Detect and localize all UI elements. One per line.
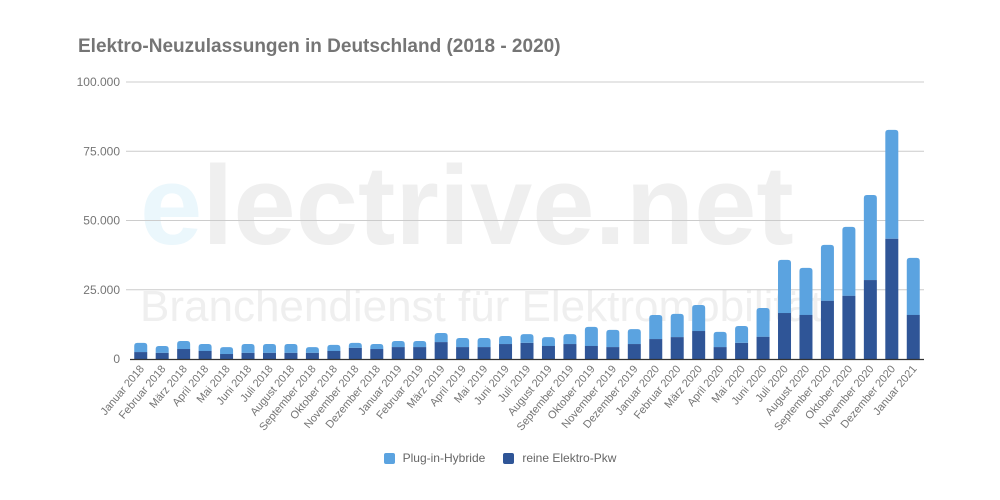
bar-plug-in-hybride — [155, 345, 169, 353]
bar-reine-elektro-pkw — [305, 352, 319, 359]
watermark-logo: electrive.net — [140, 150, 794, 262]
bar-reine-elektro-pkw — [778, 313, 792, 359]
bar-reine-elektro-pkw — [692, 331, 706, 359]
bar-reine-elektro-pkw — [520, 342, 534, 359]
watermark-logo-first-letter: e — [140, 143, 203, 268]
bar-reine-elektro-pkw — [584, 345, 598, 359]
bar-plug-in-hybride — [863, 195, 877, 281]
bar-plug-in-hybride — [906, 257, 920, 315]
bar-reine-elektro-pkw — [434, 342, 448, 359]
bar-reine-elektro-pkw — [735, 342, 749, 359]
bar-reine-elektro-pkw — [670, 337, 684, 359]
bar-plug-in-hybride — [541, 337, 555, 346]
bar-plug-in-hybride — [713, 331, 727, 348]
bar-plug-in-hybride — [434, 332, 448, 343]
bar-plug-in-hybride — [477, 337, 491, 348]
legend: Plug-in-Hybride reine Elektro-Pkw — [0, 451, 1000, 465]
bar-reine-elektro-pkw — [906, 314, 920, 359]
bar-reine-elektro-pkw — [713, 347, 727, 359]
bar-plug-in-hybride — [413, 340, 427, 348]
bar-reine-elektro-pkw — [541, 345, 555, 359]
bar-plug-in-hybride — [456, 337, 470, 348]
watermark-tagline: Branchendienst für Elektromobilität — [140, 282, 823, 331]
bar-plug-in-hybride — [799, 267, 813, 315]
bar-reine-elektro-pkw — [413, 347, 427, 359]
legend-swatch-plug-in-hybride — [383, 452, 395, 464]
bar-plug-in-hybride — [627, 329, 641, 345]
bar-plug-in-hybride — [670, 313, 684, 338]
bar-plug-in-hybride — [241, 344, 255, 353]
bar-reine-elektro-pkw — [799, 314, 813, 359]
bar-reine-elektro-pkw — [155, 352, 169, 359]
y-tick-label: 100.000 — [77, 75, 121, 89]
legend-swatch-reine-elektro-pkw — [503, 452, 515, 464]
bar-plug-in-hybride — [520, 334, 534, 343]
bar-reine-elektro-pkw — [241, 352, 255, 359]
bar-plug-in-hybride — [756, 308, 770, 337]
bar-reine-elektro-pkw — [477, 347, 491, 359]
bar-reine-elektro-pkw — [134, 352, 148, 359]
bar-plug-in-hybride — [327, 344, 341, 351]
bar-plug-in-hybride — [134, 342, 148, 353]
bar-plug-in-hybride — [649, 314, 663, 340]
bar-plug-in-hybride — [735, 326, 749, 343]
bar-plug-in-hybride — [305, 347, 319, 353]
y-tick-label: 25.000 — [83, 283, 120, 297]
bar-reine-elektro-pkw — [606, 347, 620, 359]
bar-plug-in-hybride — [606, 329, 620, 348]
bar-reine-elektro-pkw — [649, 339, 663, 359]
bar-reine-elektro-pkw — [284, 352, 298, 359]
y-tick-label: 75.000 — [83, 144, 120, 158]
bar-plug-in-hybride — [499, 336, 513, 345]
bar-plug-in-hybride — [262, 344, 276, 353]
bar-reine-elektro-pkw — [327, 350, 341, 359]
bar-plug-in-hybride — [584, 326, 598, 346]
bar-reine-elektro-pkw — [756, 336, 770, 359]
bar-plug-in-hybride — [820, 244, 834, 301]
bar-reine-elektro-pkw — [370, 349, 384, 359]
bar-plug-in-hybride — [198, 344, 212, 351]
bar-reine-elektro-pkw — [262, 352, 276, 359]
bar-plug-in-hybride — [778, 259, 792, 314]
bar-plug-in-hybride — [220, 347, 234, 355]
bar-reine-elektro-pkw — [456, 347, 470, 359]
bar-reine-elektro-pkw — [177, 349, 191, 359]
bar-reine-elektro-pkw — [842, 295, 856, 359]
y-axis-ticks: 0 25.000 50.000 75.000 100.000 — [77, 75, 121, 366]
bar-plug-in-hybride — [692, 304, 706, 332]
bar-reine-elektro-pkw — [863, 280, 877, 359]
bar-reine-elektro-pkw — [820, 300, 834, 359]
chart-title: Elektro-Neuzulassungen in Deutschland (2… — [78, 36, 561, 57]
bar-plug-in-hybride — [348, 342, 362, 348]
legend-label-reine-elektro-pkw: reine Elektro-Pkw — [522, 451, 617, 465]
bar-reine-elektro-pkw — [198, 350, 212, 359]
y-tick-label: 0 — [113, 352, 120, 366]
legend-item-reine-elektro-pkw[interactable]: reine Elektro-Pkw — [503, 451, 616, 465]
bars — [134, 129, 920, 359]
bar-plug-in-hybride — [563, 334, 577, 345]
bar-reine-elektro-pkw — [885, 238, 899, 359]
bar-reine-elektro-pkw — [627, 344, 641, 359]
gridlines — [126, 81, 924, 291]
legend-item-plug-in-hybride[interactable]: Plug-in-Hybride — [383, 451, 486, 465]
bar-plug-in-hybride — [842, 226, 856, 296]
bar-plug-in-hybride — [284, 344, 298, 353]
bar-reine-elektro-pkw — [499, 344, 513, 359]
bar-plug-in-hybride — [370, 344, 384, 350]
bar-plug-in-hybride — [885, 129, 899, 239]
legend-label-plug-in-hybride: Plug-in-Hybride — [402, 451, 486, 465]
watermark-logo-rest: lectrive.net — [202, 143, 794, 268]
bar-plug-in-hybride — [391, 340, 405, 348]
bar-reine-elektro-pkw — [220, 354, 234, 359]
bar-reine-elektro-pkw — [563, 344, 577, 359]
bar-reine-elektro-pkw — [348, 347, 362, 359]
y-tick-label: 50.000 — [83, 214, 120, 228]
bar-reine-elektro-pkw — [391, 347, 405, 359]
bar-plug-in-hybride — [177, 340, 191, 350]
